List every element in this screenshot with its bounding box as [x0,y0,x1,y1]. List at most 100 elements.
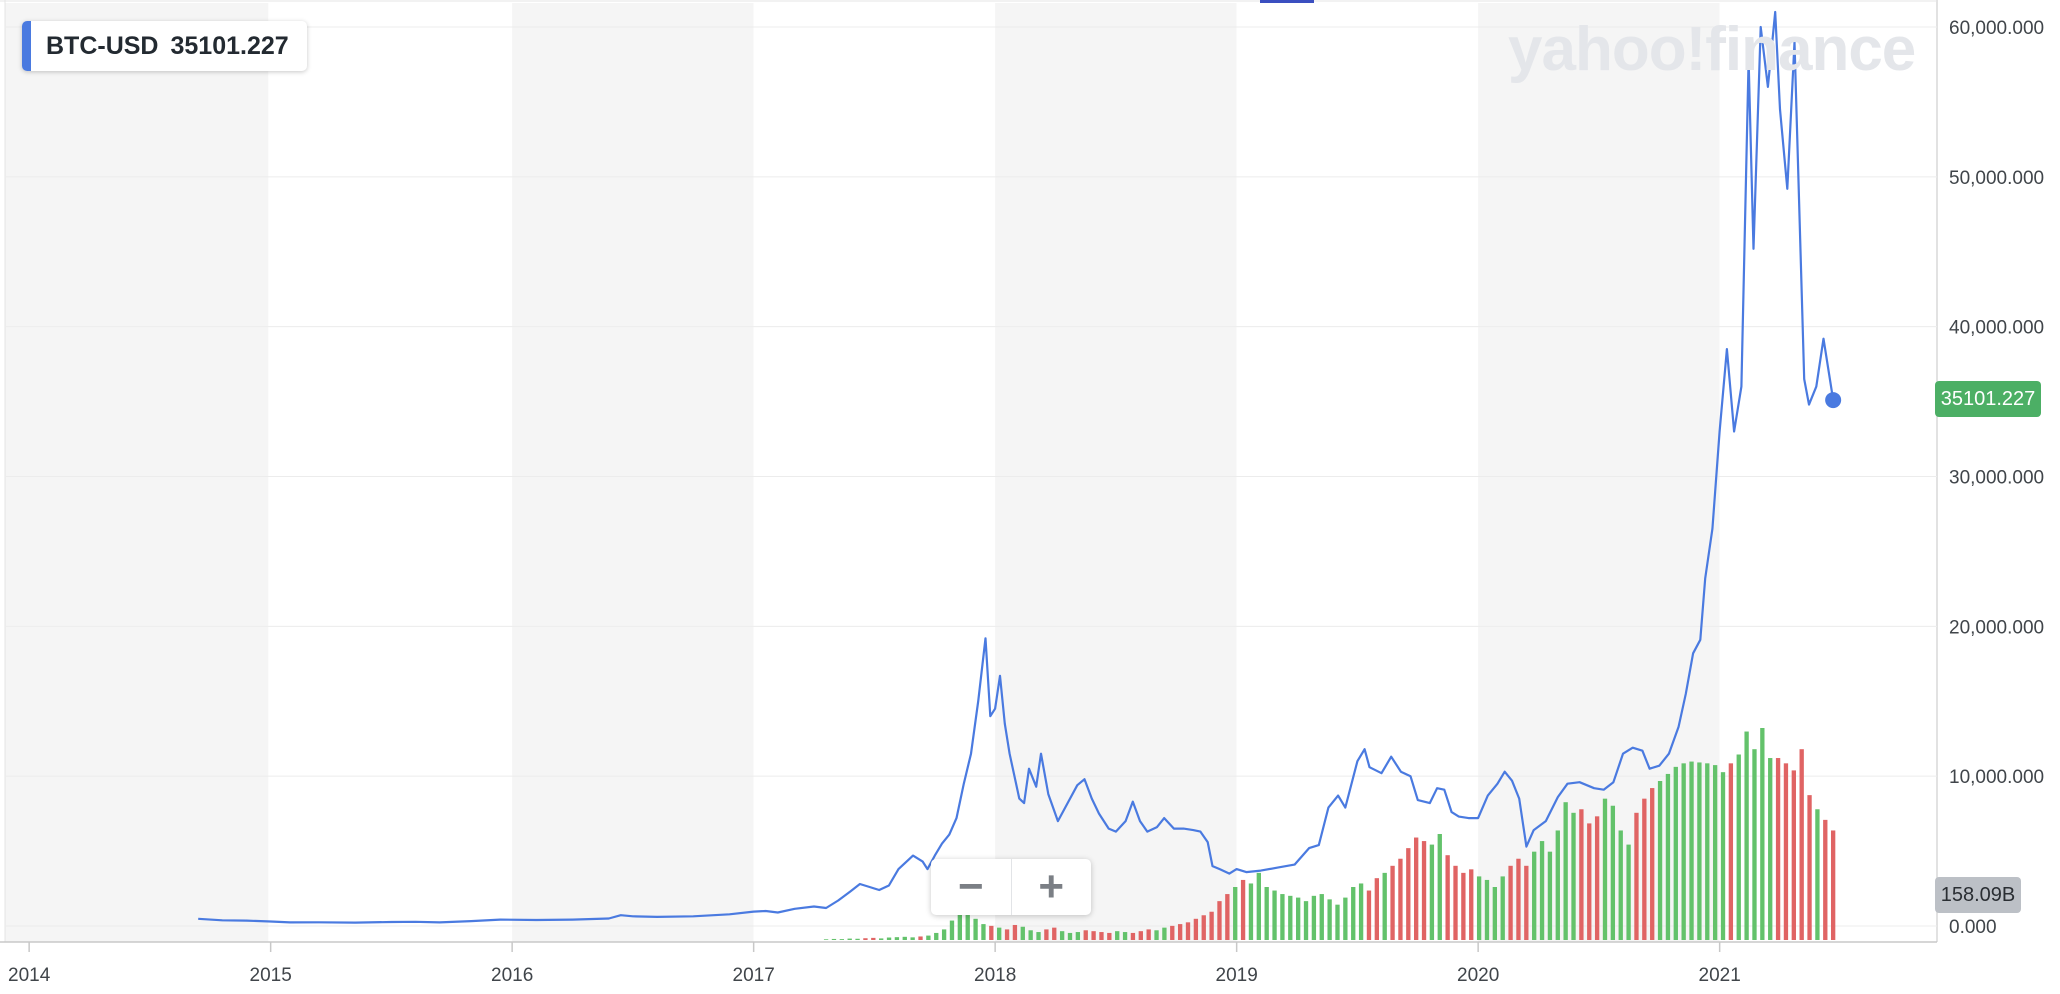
volume-bar [1036,932,1041,940]
volume-bar [1115,931,1120,940]
volume-bar [1044,929,1049,940]
volume-bar [981,924,986,940]
volume-bar [965,913,970,940]
volume-bar [1775,758,1781,940]
yahoo-finance-watermark: yahoo!finance [1508,15,1916,84]
gridlines [5,26,1937,927]
volume-bar [1453,865,1458,940]
volume-bar [1248,883,1254,940]
volume-bar [1720,772,1726,940]
volume-bar [1823,819,1828,940]
volume-bar [1642,798,1647,940]
volume-bar [1201,915,1206,940]
volume-bar [1705,763,1710,940]
x-tick-label: 2019 [1216,965,1258,986]
volume-bar [886,937,892,940]
price-line [198,10,1842,924]
volume-bar [1185,922,1191,940]
volume-bar [989,925,994,940]
x-tick-label: 2015 [250,965,292,986]
volume-bar [1083,930,1088,940]
volume-bar [1799,749,1804,940]
y-tick-label: 0.000 [1949,917,1997,938]
volume-bar [1319,894,1324,940]
volume-bar [1209,911,1214,940]
volume-bar [1760,728,1765,940]
volume-bar [1138,931,1143,940]
year-band [1478,3,1720,942]
volume-bar [823,939,829,940]
volume-bar [1547,851,1553,940]
volume-bar [941,929,947,940]
volume-bar [1075,932,1081,940]
volume-bar [1807,795,1812,940]
volume-bar [1012,924,1018,940]
volume-bar [1571,812,1576,940]
volume-bar [1650,788,1655,940]
x-tick-label: 2018 [974,965,1016,986]
legend-price: 35101.227 [170,31,289,60]
zoom-in-button[interactable]: + [1010,859,1092,915]
y-tick-label: 40,000.000 [1949,318,2044,339]
volume-bar [1004,929,1010,940]
volume-bar [1264,887,1269,940]
volume-bar [1177,924,1183,940]
volume-bar [1516,858,1521,940]
volume-bar [1280,894,1285,940]
last-price-dot[interactable] [1825,392,1842,409]
volume-bar [1059,931,1065,940]
volume-bar [1500,876,1505,940]
volume-bar [879,938,884,940]
volume-bar [1579,809,1584,940]
volume-bar [1634,812,1639,940]
y-tick-label: 30,000.000 [1949,468,2044,489]
x-tick-label: 2020 [1457,965,1499,986]
last-price-badge: 35101.227 [1935,381,2041,417]
volume-bar [1146,929,1151,940]
volume-bar [1728,763,1734,940]
volume-bar [1492,887,1498,940]
year-band [5,3,269,942]
volume-bar [1681,763,1686,940]
volume-bar [1626,844,1631,940]
price-series-line [198,10,1835,924]
year-band [512,3,754,942]
volume-bar [1563,802,1568,940]
volume-bar [949,920,955,940]
zoom-out-button[interactable]: − [957,862,984,911]
volume-bar [1170,925,1175,940]
volume-bar [839,939,844,940]
volume-bar [1028,930,1033,940]
volume-bar [1736,754,1741,940]
y-axis: 0.000 10,000.000 20,000.000 30,000.000 40,00… [1949,18,2044,938]
volume-bar [1673,766,1678,940]
symbol-legend[interactable]: BTC-USD 35101.227 [22,21,307,71]
volume-bar [1768,758,1773,940]
year-bands [0,0,1938,942]
volume-bar [1130,932,1136,940]
volume-bar [1815,809,1820,940]
year-band [995,3,1237,942]
volume-bar [1343,897,1348,940]
volume-bar [1665,773,1671,940]
volume-bar [1091,931,1096,940]
volume-bar [1099,932,1104,940]
last-volume-badge: 158.09B [1935,877,2021,913]
volume-bar [1712,765,1718,940]
volume-bar [1689,761,1694,940]
volume-bar [1162,927,1167,940]
volume-bar [934,932,939,940]
volume-bar [1421,841,1427,940]
volume-bar [910,937,915,940]
volume-bar [1311,895,1317,940]
volume-bar [1532,851,1537,940]
volume-bar [926,935,931,940]
volume-bar [1303,901,1309,940]
volume-bar [1476,876,1482,940]
volume-bar [871,937,876,940]
y-tick-label: 60,000.000 [1949,18,2044,39]
x-tick-label: 2017 [733,965,775,986]
volume-bar [1020,926,1025,940]
